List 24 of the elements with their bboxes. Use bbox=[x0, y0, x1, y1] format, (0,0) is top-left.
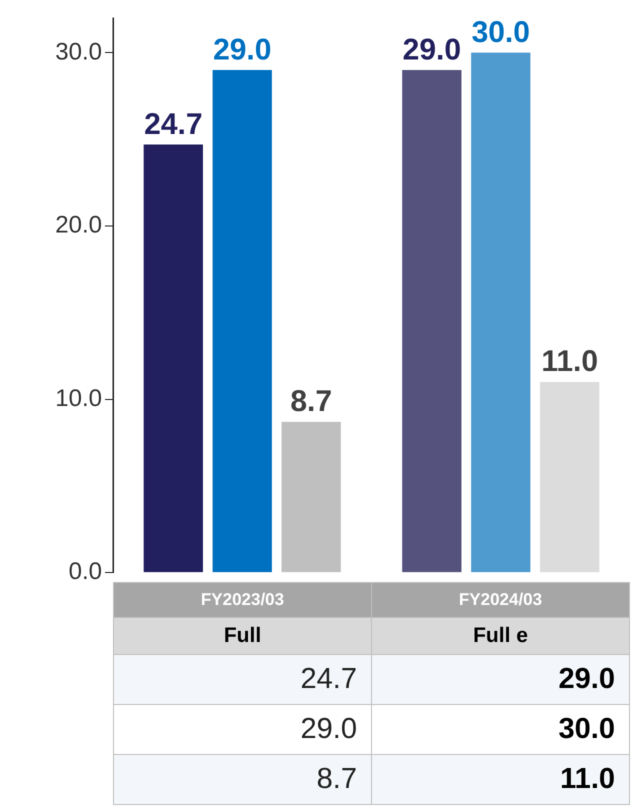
y-tick-label: 30.0 bbox=[55, 38, 102, 66]
category-label: FY2024/03 Full e bbox=[458, 590, 542, 647]
data-label: 29.0 bbox=[114, 704, 372, 754]
y-tick-label: 20.0 bbox=[55, 212, 102, 239]
text: 29.0 bbox=[213, 33, 272, 66]
data-label: 11.0 bbox=[372, 754, 630, 804]
data-label: 8.7 bbox=[114, 754, 372, 804]
bar bbox=[212, 70, 272, 572]
text: 11.0 bbox=[541, 345, 598, 378]
y-tick-label: 10.0 bbox=[55, 384, 102, 412]
bar bbox=[402, 70, 462, 572]
bar bbox=[471, 52, 530, 572]
text: 8.7 bbox=[290, 385, 332, 418]
bar bbox=[282, 422, 341, 572]
data-label: 30.0 bbox=[372, 704, 630, 754]
category-label: FY2023/03 Full bbox=[200, 590, 284, 647]
text: 29.0 bbox=[402, 33, 462, 66]
bar bbox=[144, 144, 203, 572]
text: 30.0 bbox=[472, 16, 530, 49]
bar bbox=[540, 382, 600, 572]
data-label: 24.7 bbox=[114, 654, 372, 704]
data-label: 29.0 bbox=[372, 654, 630, 704]
y-tick-label: 0.0 bbox=[68, 558, 102, 586]
text: 24.7 bbox=[144, 108, 203, 141]
